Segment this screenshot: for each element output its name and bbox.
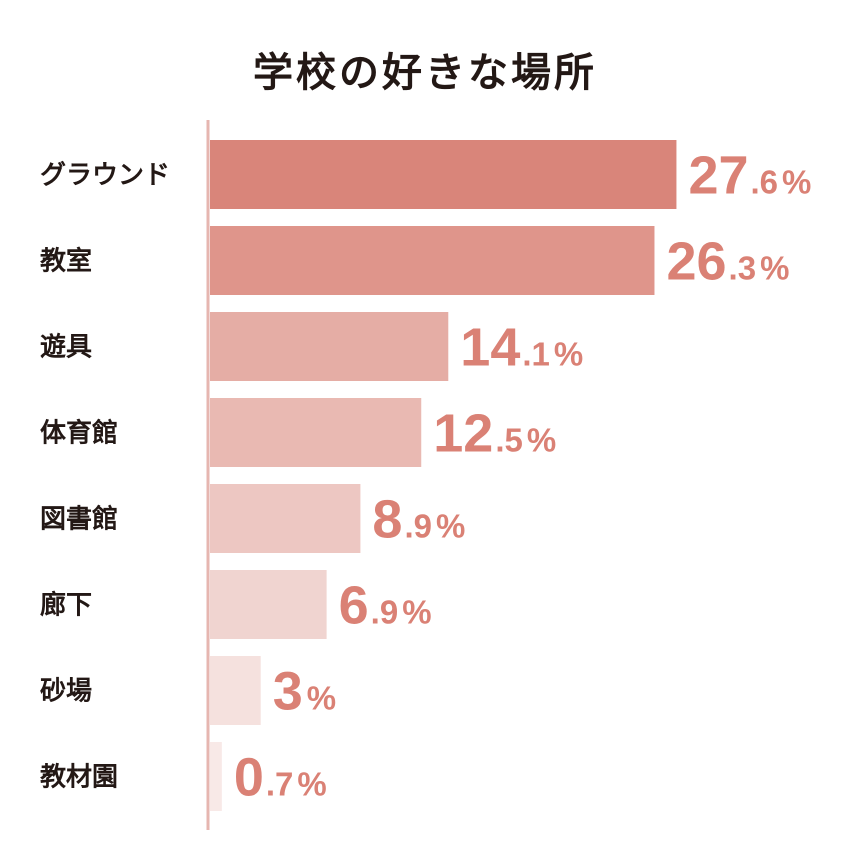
value-label: 3%	[273, 662, 336, 722]
bar-0	[210, 140, 677, 209]
bar-6	[210, 656, 261, 725]
category-label: 体育館	[40, 418, 118, 449]
category-label: 廊下	[40, 590, 92, 621]
value-label: 6.9%	[339, 576, 432, 636]
value-label: 14.1%	[460, 318, 583, 378]
category-label: 教室	[40, 246, 92, 277]
chart-title: 学校の好きな場所	[253, 50, 597, 96]
category-label: 砂場	[40, 677, 92, 707]
bar-1	[210, 226, 655, 295]
value-label: 12.5%	[433, 404, 556, 464]
bar-4	[210, 484, 361, 553]
category-label: 教材園	[40, 763, 118, 793]
category-label: 遊具	[40, 332, 92, 363]
value-label: 8.9%	[372, 490, 465, 550]
bars-layer	[210, 140, 677, 811]
bar-2	[210, 312, 449, 381]
value-label: 0.7%	[234, 748, 327, 808]
labels-layer: グラウンド 27.6 % 教室 26.3 % 遊具 14.1 % 体育館 12.5 % 図書館 8.9 % 廊…	[40, 146, 811, 808]
value-label: 27.6%	[688, 146, 811, 206]
category-label: グラウンド	[40, 161, 170, 191]
value-label: 26.3%	[666, 232, 789, 292]
category-label: 図書館	[40, 504, 118, 535]
bar-7	[210, 742, 222, 811]
bar-5	[210, 570, 327, 639]
bar-3	[210, 398, 422, 467]
